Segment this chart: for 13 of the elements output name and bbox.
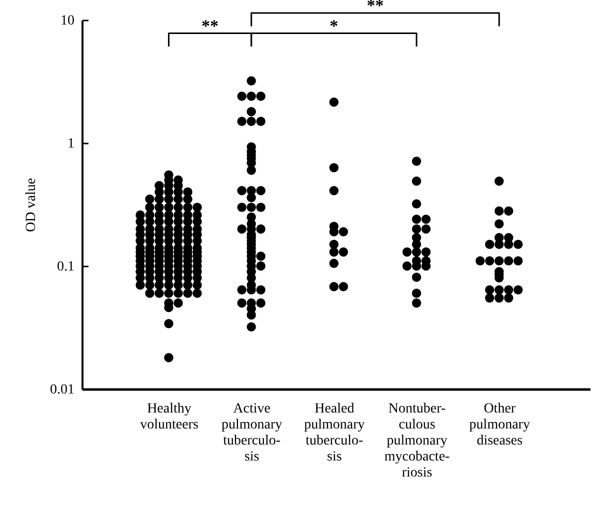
- annotation: **: [202, 16, 219, 36]
- y-axis-title: OD value: [24, 178, 39, 232]
- x-tick-label: Healed pulmonary tuberculo- sis: [304, 402, 365, 464]
- y-tick-label: 0.01: [50, 382, 74, 398]
- x-tick-label: Nontuber- culous pulmonary mycobacte- riosis: [384, 402, 450, 480]
- annotation: *: [330, 16, 338, 36]
- text: **: [366, 0, 384, 15]
- x-tick-label: Active pulmonary tuberculo- sis: [222, 402, 282, 464]
- y-tick-label: 0.1: [57, 260, 74, 274]
- y-tick-label: 1: [68, 136, 74, 152]
- x-tick-label: Healthy volunteers: [140, 402, 198, 432]
- x-tick-label: Other pulmonary diseases: [469, 402, 530, 448]
- y-tick-label: 10: [60, 14, 74, 28]
